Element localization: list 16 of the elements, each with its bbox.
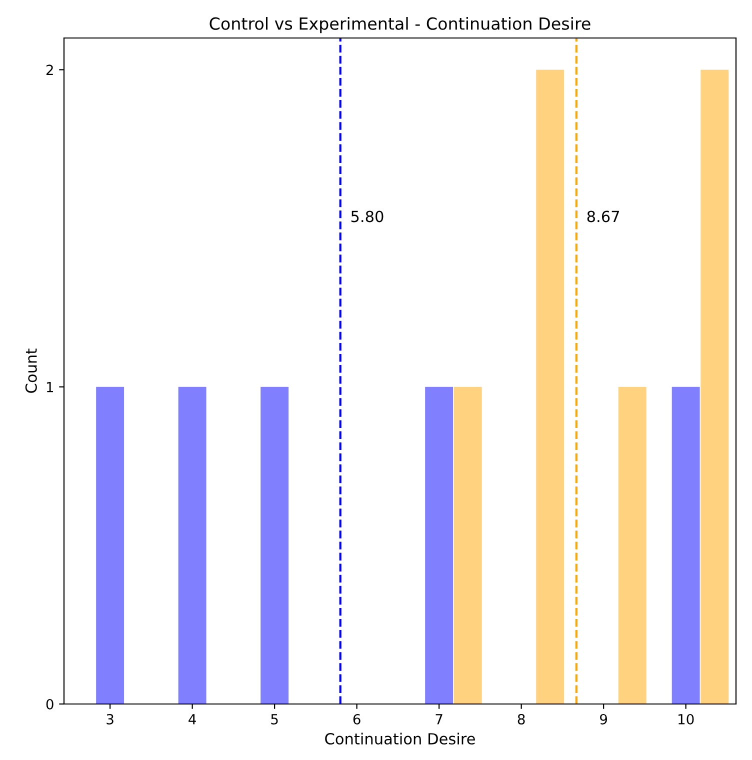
x-tick-label: 4 — [188, 714, 196, 724]
x-tick-label: 5 — [271, 714, 278, 724]
y-axis-title: Count — [25, 348, 37, 393]
x-tick-label: 6 — [353, 714, 360, 724]
x-tick-label: 3 — [106, 714, 114, 724]
x-tick-label: 8 — [518, 714, 525, 724]
x-tick-label: 7 — [436, 714, 442, 724]
x-axis-title: Continuation Desire — [325, 732, 475, 745]
ref-line-label: 5.80 — [351, 210, 384, 222]
chart-title: Control vs Experimental - Continuation Desire — [210, 17, 590, 34]
y-tick-label: 2 — [46, 64, 53, 75]
x-tick-label: 9 — [600, 714, 608, 724]
ref-line-label: 8.67 — [587, 210, 620, 222]
y-tick-label: 1 — [46, 382, 53, 392]
y-tick-label: 0 — [46, 698, 54, 710]
x-tick-label: 10 — [678, 714, 694, 724]
